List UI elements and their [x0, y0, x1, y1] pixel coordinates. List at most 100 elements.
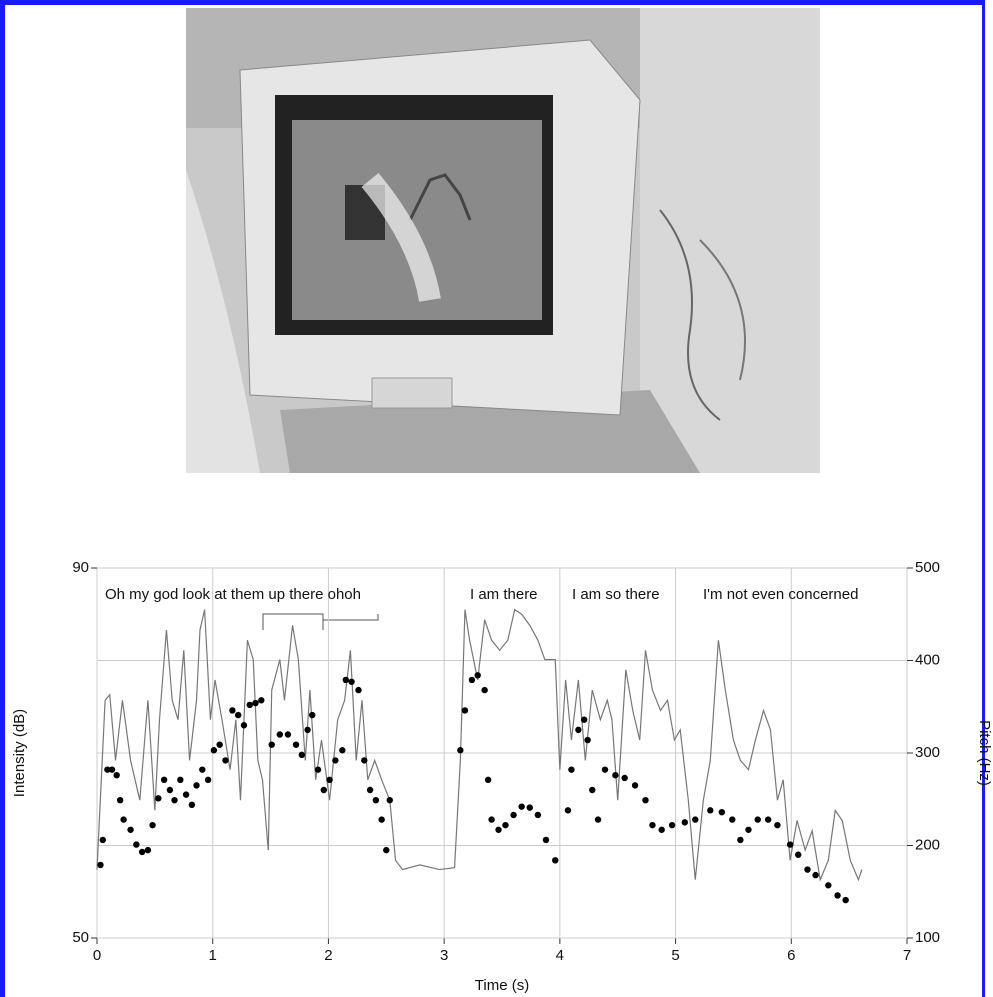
y2-tick-label: 500: [915, 559, 940, 576]
pitch-point: [668, 821, 676, 829]
x-tick-label: 4: [556, 947, 564, 964]
y2-tick-label: 100: [915, 929, 940, 946]
pitch-point: [488, 816, 495, 823]
pitch-point: [612, 772, 619, 779]
bracket: [262, 613, 379, 630]
pitch-point: [795, 851, 802, 858]
pitch-point: [495, 826, 502, 833]
pitch-point: [120, 816, 127, 823]
pitch-point: [240, 722, 248, 729]
pitch-point: [737, 836, 744, 844]
y2-tick-label: 300: [915, 744, 940, 761]
pitch-point: [155, 795, 162, 802]
pitch-point: [812, 871, 819, 879]
pitch-point: [292, 741, 300, 748]
pitch-point: [332, 757, 339, 764]
pitch-point: [138, 848, 146, 856]
y2-tick-label: 400: [915, 651, 940, 668]
pitch-point: [234, 711, 242, 719]
pitch-point: [314, 766, 322, 773]
pitch-point: [361, 757, 368, 764]
x-tick-label: 0: [93, 947, 101, 964]
pitch-point: [199, 766, 206, 773]
annotation: I am there: [470, 586, 538, 603]
pitch-point: [468, 676, 476, 684]
pitch-point: [580, 716, 588, 723]
pitch-point: [842, 896, 849, 904]
pitch-point: [304, 726, 311, 734]
pitch-point: [177, 776, 184, 784]
pitch-point: [764, 816, 772, 823]
pitch-point: [258, 697, 265, 704]
pitch-point: [116, 796, 124, 804]
pitch-point: [718, 809, 726, 816]
annotation: I'm not even concerned: [703, 586, 858, 603]
pitch-point: [144, 846, 152, 854]
pitch-point: [681, 819, 689, 826]
pitch-point: [658, 826, 665, 833]
y-axis-title: Intensity (dB): [11, 709, 28, 797]
pitch-point: [707, 807, 714, 814]
pitch-point: [575, 726, 582, 734]
pitch-point: [160, 776, 168, 784]
photo: [186, 8, 820, 473]
pitch-point: [378, 816, 385, 823]
pitch-point: [104, 766, 111, 773]
pitch-point: [601, 766, 609, 773]
pitch-point: [526, 804, 533, 811]
pitch-point: [474, 672, 481, 679]
pitch-point: [166, 786, 174, 794]
y-tick-label: 50: [72, 929, 89, 946]
annotation: I am so there: [572, 586, 660, 603]
x-tick-label: 6: [787, 947, 795, 964]
intensity-line: [96, 608, 863, 882]
pitch-point: [834, 892, 841, 899]
x-tick-label: 2: [324, 947, 332, 964]
pitch-point: [729, 816, 736, 823]
pitch-point: [510, 811, 517, 819]
y2-axis-title: Pitch (Hz): [976, 720, 993, 786]
pitch-point: [342, 676, 349, 684]
x-axis-title: Time (s): [475, 977, 529, 994]
pitch-point: [355, 686, 362, 694]
pitch-point: [484, 776, 492, 784]
pitch-point: [481, 686, 488, 694]
pitch-point: [631, 782, 639, 789]
pitch-point: [642, 796, 649, 804]
y-tick-label: 90: [72, 559, 89, 576]
pitch-point: [461, 707, 469, 714]
pitch-point: [108, 766, 116, 773]
pitch-point: [193, 782, 200, 789]
pitch-point: [564, 807, 572, 814]
pitch-point: [825, 882, 832, 889]
pitch-point: [383, 846, 390, 854]
pitch-point: [754, 816, 761, 823]
pitch-point: [584, 736, 591, 744]
pitch-point: [621, 774, 628, 782]
pitch-point: [276, 731, 284, 738]
pitch-point: [222, 757, 229, 764]
pitch-point: [298, 751, 306, 759]
pitch-point: [774, 821, 781, 829]
pitch-point: [216, 741, 223, 748]
pitch-point: [348, 678, 355, 685]
x-tick-label: 1: [209, 947, 217, 964]
pitch-point: [534, 811, 542, 819]
pitch-point: [692, 816, 699, 823]
pitch-point: [502, 821, 509, 829]
pitch-point: [171, 796, 178, 804]
pitch-point: [366, 786, 374, 794]
pitch-point: [99, 836, 106, 844]
pitch-point: [268, 741, 275, 748]
pitch-point: [188, 801, 196, 808]
pitch-point: [594, 816, 602, 823]
pitch-point: [786, 841, 794, 848]
pitch-point: [326, 776, 333, 784]
pitch-point: [210, 747, 218, 754]
pitch-point: [133, 841, 140, 848]
pitch-point: [457, 747, 464, 754]
pitch-point: [804, 866, 811, 873]
pitch-point: [518, 803, 525, 810]
